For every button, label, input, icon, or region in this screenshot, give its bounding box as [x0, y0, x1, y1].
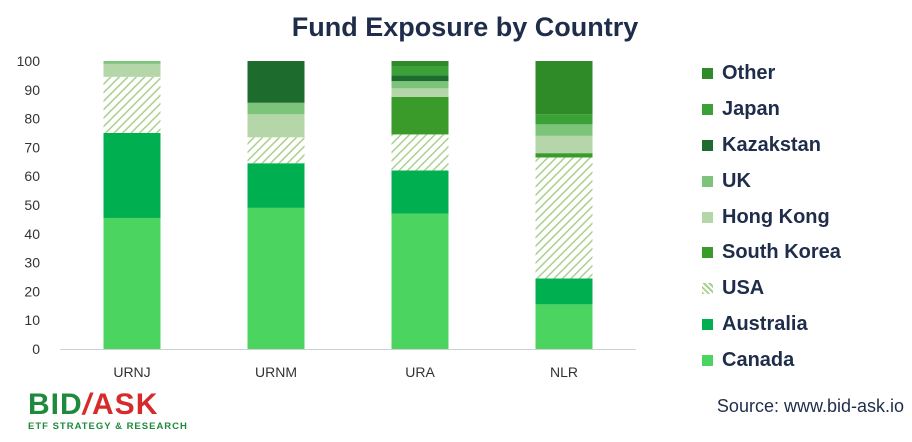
legend-swatch: [702, 283, 713, 295]
bar-segment-ura-hong-kong: [391, 88, 449, 97]
legend-item-south-korea: South Korea: [702, 235, 841, 271]
x-tick-label: URA: [405, 364, 435, 380]
bar-segment-ura-canada: [391, 213, 449, 349]
bar-segment-nlr-japan: [535, 114, 593, 125]
bar-segment-urnm-uk: [247, 102, 305, 115]
legend-label: South Korea: [722, 241, 841, 264]
legend-item-uk: UK: [702, 163, 841, 199]
bar-segment-nlr-usa: [535, 157, 593, 279]
bar-segment-nlr-canada: [535, 304, 593, 349]
bar-segment-ura-other: [391, 61, 449, 67]
x-tick-label: NLR: [550, 364, 578, 380]
bar-segment-ura-kazakstan: [391, 75, 449, 82]
logo-subtitle: ETF STRATEGY & RESEARCH: [28, 421, 188, 432]
legend-swatch: [702, 318, 713, 330]
bar-segment-urnm-kazakstan: [247, 61, 305, 103]
bar-segment-ura-usa: [391, 134, 449, 171]
legend-label: Hong Kong: [722, 205, 830, 228]
legend-item-hong-kong: Hong Kong: [702, 199, 841, 235]
legend-label: Japan: [722, 98, 780, 121]
bars: [103, 61, 593, 349]
bid-ask-logo: BID/ASK ETF STRATEGY & RESEARCH: [28, 388, 188, 433]
legend-label: Canada: [722, 348, 795, 371]
legend-swatch: [702, 139, 713, 151]
legend-label: Australia: [722, 312, 808, 335]
y-tick-label: 70: [24, 139, 40, 155]
legend-swatch: [702, 354, 713, 366]
legend: Other Japan Kazakstan UK Hong Kong South Kore…: [702, 56, 841, 378]
bar-segment-ura-japan: [391, 66, 449, 76]
legend-label: Kazakstan: [722, 133, 821, 156]
x-axis-tick-labels: URNJ URNM URA NLR: [113, 364, 578, 380]
bar-segment-nlr-south-korea: [535, 153, 593, 158]
logo-slash-text: /: [82, 388, 93, 421]
y-tick-label: 50: [24, 197, 40, 213]
chart-title: Fund Exposure by Country: [291, 12, 639, 42]
logo-bid-text: BID: [28, 388, 83, 421]
x-tick-label: URNJ: [113, 364, 150, 380]
bar-segment-nlr-hong-kong: [535, 135, 593, 154]
y-tick-label: 30: [24, 255, 40, 271]
legend-swatch: [702, 211, 713, 223]
legend-item-kazakstan: Kazakstan: [702, 128, 841, 164]
y-tick-label: 0: [32, 341, 40, 357]
y-tick-label: 60: [24, 168, 40, 184]
legend-swatch: [702, 247, 713, 259]
y-tick-label: 90: [24, 82, 40, 98]
bar-segment-urnm-canada: [247, 207, 305, 349]
source-note: Source: www.bid-ask.io: [716, 396, 904, 416]
legend-label: USA: [722, 277, 765, 300]
legend-item-canada: Canada: [702, 342, 841, 378]
bar-segment-urnj-australia: [103, 133, 161, 218]
bar-segment-urnm-usa: [247, 137, 305, 164]
legend-swatch: [702, 175, 713, 187]
legend-swatch: [702, 68, 713, 80]
bar-segment-urnm-australia: [247, 163, 305, 208]
legend-label: UK: [722, 169, 751, 192]
legend-label: Other: [722, 62, 776, 85]
bar-segment-urnm-hong-kong: [247, 114, 305, 138]
x-tick-label: URNM: [255, 364, 297, 380]
y-tick-label: 80: [24, 111, 40, 127]
legend-item-other: Other: [702, 56, 841, 92]
bar-segment-ura-australia: [391, 170, 449, 214]
bar-segment-urnj-usa: [103, 76, 161, 133]
stacked-bar-chart: 0 10 20 30 40 50 60 70 80 90 100 URNJ URNM URA NLR: [17, 53, 636, 380]
bar-segment-nlr-other: [535, 61, 593, 115]
legend-swatch: [702, 104, 713, 116]
y-tick-label: 100: [17, 53, 41, 69]
y-tick-label: 40: [24, 226, 40, 242]
bar-segment-urnj-hong-kong: [103, 63, 161, 77]
legend-item-usa: USA: [702, 271, 841, 307]
bar-segment-ura-south-korea: [391, 97, 449, 135]
bar-segment-nlr-uk: [535, 124, 593, 136]
legend-item-australia: Australia: [702, 307, 841, 343]
bar-segment-ura-uk: [391, 81, 449, 89]
legend-item-japan: Japan: [702, 92, 841, 128]
y-tick-label: 10: [24, 312, 40, 328]
logo-ask-text: ASK: [92, 388, 159, 421]
bar-segment-urnj-uk: [103, 61, 161, 64]
y-tick-label: 20: [24, 283, 40, 299]
y-axis-tick-labels: 0 10 20 30 40 50 60 70 80 90 100: [17, 53, 41, 357]
bar-segment-nlr-australia: [535, 278, 593, 305]
bar-segment-urnj-canada: [103, 217, 161, 349]
